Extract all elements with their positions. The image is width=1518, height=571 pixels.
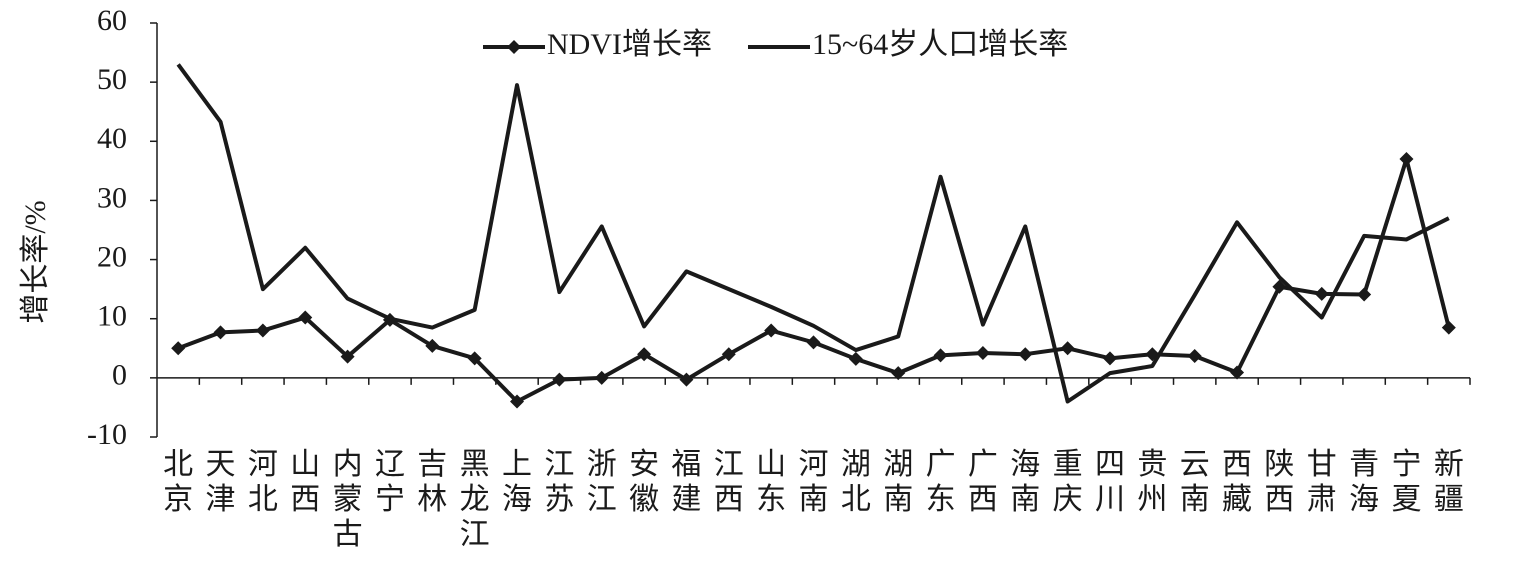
data-point (171, 341, 186, 356)
data-point (679, 372, 694, 387)
data-point (1441, 320, 1456, 335)
data-point (1399, 152, 1414, 167)
x-tick-label: 江西 (714, 448, 744, 516)
x-tick-label: 北京 (163, 448, 193, 516)
x-tick-label: 新疆 (1434, 448, 1464, 516)
x-tick-label: 河北 (248, 448, 278, 516)
data-point (425, 338, 440, 353)
x-tick-label: 福建 (671, 448, 701, 516)
x-tick-label: 贵州 (1137, 448, 1167, 516)
y-tick-label: 20 (97, 240, 127, 273)
y-tick-label: 30 (97, 181, 127, 214)
data-point (255, 323, 270, 338)
data-point (933, 348, 948, 363)
y-tick-label: 10 (97, 300, 127, 333)
y-axis-label: 增长率/% (19, 200, 52, 323)
data-point (848, 351, 863, 366)
x-tick-label: 宁夏 (1391, 448, 1421, 516)
y-tick-label: 40 (97, 122, 127, 155)
x-tick-label: 上海 (502, 448, 532, 516)
x-tick-label: 辽宁 (375, 448, 405, 516)
data-point (1060, 341, 1075, 356)
data-point (975, 346, 990, 361)
x-tick-label: 陕西 (1264, 448, 1294, 516)
x-tick-label: 江苏 (544, 448, 574, 516)
legend-marker (507, 40, 521, 54)
x-tick-label: 甘肃 (1307, 448, 1337, 516)
data-point (340, 349, 355, 364)
data-point (298, 310, 313, 325)
x-tick-label: 山西 (290, 448, 320, 516)
data-point (637, 347, 652, 362)
y-tick-label: 60 (97, 4, 127, 37)
y-tick-label: 0 (112, 359, 127, 392)
y-tick-label: 50 (97, 63, 127, 96)
x-tick-label: 吉林 (417, 448, 447, 516)
data-point (467, 351, 482, 366)
x-tick-label: 湖北 (841, 448, 871, 516)
x-tick-label: 广西 (968, 448, 998, 516)
x-tick-label: 浙江 (587, 448, 617, 516)
x-tick-label: 青海 (1349, 448, 1379, 516)
data-point (552, 372, 567, 387)
x-tick-label: 黑龙江 (460, 448, 490, 551)
data-point (594, 370, 609, 385)
x-tick-label: 重庆 (1053, 448, 1083, 516)
data-point (1314, 286, 1329, 301)
x-tick-label: 广东 (926, 448, 956, 516)
x-tick-label: 湖南 (883, 448, 913, 516)
x-tick-label: 天津 (206, 448, 236, 516)
x-tick-label: 西藏 (1222, 448, 1252, 516)
x-tick-label: 山东 (756, 448, 786, 516)
legend-label: 15~64岁人口增长率 (812, 28, 1068, 61)
series-line (177, 157, 1451, 404)
data-point (510, 394, 525, 409)
legend-label: NDVI增长率 (547, 28, 712, 61)
x-tick-label: 内蒙古 (333, 448, 363, 551)
x-tick-label: 海南 (1010, 448, 1040, 516)
data-point (1230, 365, 1245, 380)
series-line (176, 63, 1450, 404)
data-point (891, 366, 906, 381)
x-tick-label: 河南 (799, 448, 829, 516)
y-tick-label: -10 (87, 418, 127, 451)
x-tick-label: 安徽 (629, 448, 659, 516)
data-point (1357, 287, 1372, 302)
data-point (213, 325, 228, 340)
data-point (1018, 347, 1033, 362)
data-point (721, 347, 736, 362)
x-tick-label: 云南 (1180, 448, 1210, 516)
data-point (1102, 351, 1117, 366)
data-point (806, 335, 821, 350)
data-point (1187, 348, 1202, 363)
x-tick-label: 四川 (1095, 448, 1125, 516)
data-point (764, 323, 779, 338)
